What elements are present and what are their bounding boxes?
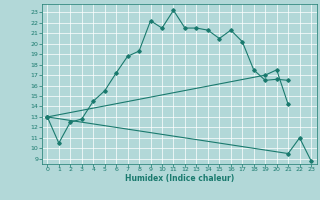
X-axis label: Humidex (Indice chaleur): Humidex (Indice chaleur) [124, 174, 234, 183]
